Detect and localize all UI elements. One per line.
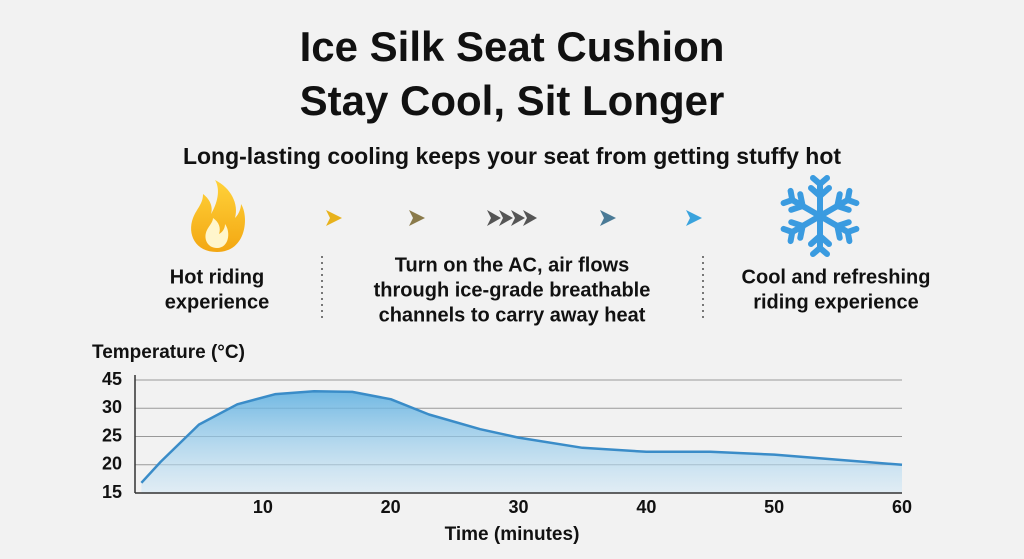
area-fill (141, 391, 902, 493)
y-tick-label: 45 (102, 369, 122, 389)
x-axis-title: Time (minutes) (445, 524, 580, 545)
y-tick-label: 30 (102, 397, 122, 417)
line (140, 390, 903, 484)
y-axis-title: Temperature (°C) (92, 342, 245, 363)
step-label: Cool and refreshing (742, 266, 931, 288)
flame-icon (191, 180, 246, 252)
step-label: Hot riding (170, 266, 264, 288)
x-tick-label: 50 (764, 497, 784, 517)
y-tick-label: 15 (102, 482, 122, 502)
flow-arrows (326, 210, 702, 226)
title-line: Stay Cool, Sit Longer (300, 77, 725, 124)
y-tick-label: 25 (102, 425, 122, 445)
x-tick-label: 60 (892, 497, 912, 517)
x-tick-label: 40 (636, 497, 656, 517)
step-label: experience (165, 291, 270, 313)
subtitle: Long-lasting cooling keeps your seat fro… (183, 143, 841, 169)
step-label: through ice-grade breathable (374, 279, 651, 301)
step-label: Turn on the AC, air flows (395, 254, 629, 276)
title-line: Ice Silk Seat Cushion (300, 23, 725, 70)
snowflake-icon (783, 175, 858, 254)
x-tick-label: 10 (253, 497, 273, 517)
x-tick-label: 20 (381, 497, 401, 517)
y-tick-label: 20 (102, 454, 122, 474)
step-label: channels to carry away heat (379, 304, 646, 326)
step-label: riding experience (753, 291, 919, 313)
x-tick-label: 30 (508, 497, 528, 517)
